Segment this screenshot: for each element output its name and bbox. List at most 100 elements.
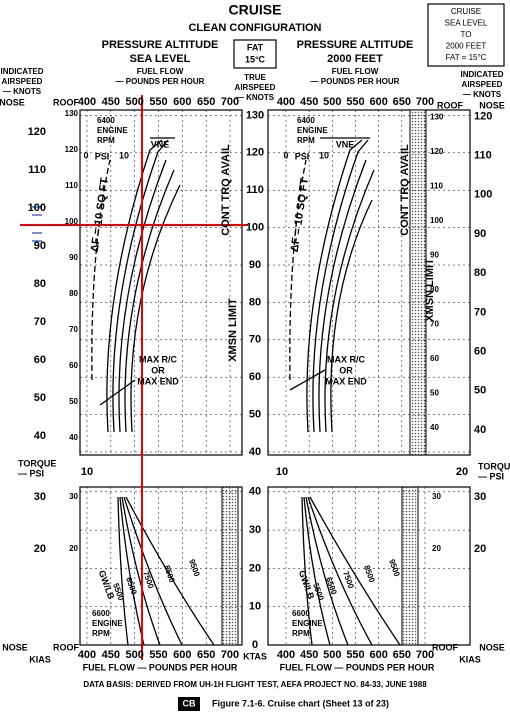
x-tick-label: 700 (221, 96, 239, 108)
y-tick-label: 70 (474, 306, 486, 318)
y-tick-label: 30 (249, 524, 261, 536)
y-tick-label: 70 (34, 316, 46, 328)
y-tick-label: 50 (474, 385, 486, 397)
y-tick-label: 40 (249, 486, 261, 498)
label: KIAS (459, 654, 481, 664)
y-tick-label: 110 (65, 181, 78, 190)
y-tick-label: 30 (474, 491, 486, 503)
y-tick-label: 100 (65, 217, 79, 226)
y-tick-label: 20 (34, 543, 46, 555)
label: RPM (297, 136, 315, 145)
y-tick-label: 70 (430, 320, 439, 329)
label: ENGINE (92, 619, 123, 628)
marker-ticks (32, 206, 42, 242)
fat-box (233, 39, 277, 69)
y-tick-label: 120 (65, 145, 79, 154)
label: — POUNDS PER HOUR (116, 77, 205, 86)
x-tick-label: 650 (393, 96, 411, 108)
label: RPM (92, 629, 110, 638)
y-tick-label: 110 (246, 184, 264, 196)
y-tick-label: 100 (28, 202, 46, 214)
y-tick-label: 80 (430, 285, 439, 294)
x-tick-label: 500 (323, 649, 341, 661)
subtitle: CLEAN CONFIGURATION (188, 22, 321, 34)
label: NOSE (479, 642, 505, 652)
x-tick-label: 20 (456, 466, 468, 478)
label: FAT (247, 42, 264, 52)
label: 6600 (292, 609, 310, 618)
label: 6500 (324, 576, 339, 596)
y-tick-label: 70 (69, 325, 78, 334)
x-tick-label: 400 (277, 96, 295, 108)
label: FUEL FLOW (137, 67, 184, 76)
y-tick-label: 60 (474, 346, 486, 358)
y-tick-label: 100 (474, 189, 492, 201)
label: SEA LEVEL (445, 19, 488, 28)
y-tick-label: 80 (34, 278, 46, 290)
x-tick-label: 550 (346, 649, 364, 661)
x-tick-label: 650 (393, 649, 411, 661)
x-tick-label: 550 (346, 96, 364, 108)
label: XMSN LIMIT (424, 258, 436, 322)
label: PSI (295, 151, 310, 161)
x-tick-label: 600 (369, 649, 387, 661)
y-tick-label: 60 (69, 361, 78, 370)
label: ROOF (437, 100, 464, 110)
y-tick-label: 60 (34, 354, 46, 366)
label: TORQUE (478, 461, 510, 471)
label: — PSI (478, 471, 504, 481)
label: TORQUE (18, 458, 56, 468)
label: FUEL FLOW — POUNDS PER HOUR (83, 662, 238, 672)
label: PRESSURE ALTITUDE (297, 39, 414, 51)
label: 15°C (245, 54, 266, 64)
y-tick-label: 50 (34, 392, 46, 404)
label: — POUNDS PER HOUR (311, 77, 400, 86)
label: RPM (292, 629, 310, 638)
y-tick-label: 100 (246, 222, 264, 234)
x-tick-label: 400 (78, 649, 96, 661)
hatched-limit (409, 109, 427, 456)
y-tick-label: 70 (249, 334, 261, 346)
label: 9500 (187, 558, 202, 578)
x-tick-label: 500 (323, 96, 341, 108)
x-tick-label: 450 (102, 96, 120, 108)
y-tick-label: 30 (69, 492, 78, 501)
label: TRUE (244, 73, 266, 82)
label: 2000 FEET (446, 42, 487, 51)
label: 6500 (124, 576, 139, 596)
x-tick-label: 700 (416, 96, 434, 108)
label: MAX END (137, 376, 179, 386)
x-tick-label: 600 (369, 96, 387, 108)
x-tick-label: 650 (197, 649, 215, 661)
y-tick-label: 40 (34, 430, 46, 442)
label: CONT TRQ AVAIL (399, 144, 411, 236)
y-tick-label: 20 (69, 544, 78, 553)
x-tick-label: 550 (149, 649, 167, 661)
y-tick-label: 110 (28, 164, 46, 176)
y-tick-label: 90 (430, 251, 439, 260)
y-tick-label: 80 (474, 267, 486, 279)
y-tick-label: 50 (249, 409, 261, 421)
label: VNE (151, 139, 170, 149)
x-tick-label: 450 (102, 649, 120, 661)
label: NOSE (0, 97, 25, 107)
label: VNE (336, 139, 355, 149)
y-tick-label: 60 (249, 371, 261, 383)
y-tick-label: 130 (430, 113, 444, 122)
label: CONT TRQ AVAIL (220, 144, 232, 236)
y-tick-label: 130 (246, 109, 264, 121)
label: 9500 (387, 558, 402, 578)
y-tick-label: 90 (249, 259, 261, 271)
label: XMSN LIMIT (227, 298, 239, 362)
label: FUEL FLOW — POUNDS PER HOUR (280, 662, 435, 672)
label: ROOF (53, 97, 80, 107)
y-tick-label: 30 (34, 491, 46, 503)
x-tick-label: 400 (277, 649, 295, 661)
label: 6600 (92, 609, 110, 618)
label: MAX END (325, 376, 367, 386)
y-tick-label: 10 (249, 601, 261, 613)
y-tick-label: 40 (430, 423, 439, 432)
label: 6400 (297, 116, 315, 125)
x-tick-label: 700 (416, 649, 434, 661)
